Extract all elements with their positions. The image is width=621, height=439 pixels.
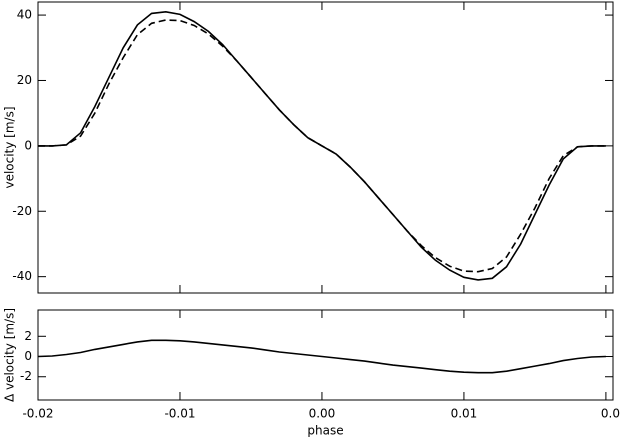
x-tick-label: -0.01 [164,407,195,421]
plot-frame [37,309,614,401]
line-series [38,19,606,273]
x-axis-label: phase [307,424,343,438]
y-tick-label: 40 [17,8,32,22]
y-tick-label: -20 [12,204,32,218]
y-tick-label: -2 [20,369,32,383]
x-tick-label: 0.01 [451,407,478,421]
y-axis-label: Δ velocity [m/s] [3,308,17,402]
y-axis-label: velocity [m/s] [3,106,17,188]
y-tick-label: 2 [24,329,32,343]
x-tick-label: -0.02 [22,407,53,421]
x-tick-label: 0.00 [309,407,336,421]
x-tick-label: 0.0 [601,407,620,421]
y-tick-label: -40 [12,269,32,283]
y-tick-label: 0 [24,138,32,152]
plot-frame [37,1,614,294]
line-series [37,339,606,374]
y-tick-label: 20 [17,73,32,87]
y-tick-label: 0 [24,349,32,363]
